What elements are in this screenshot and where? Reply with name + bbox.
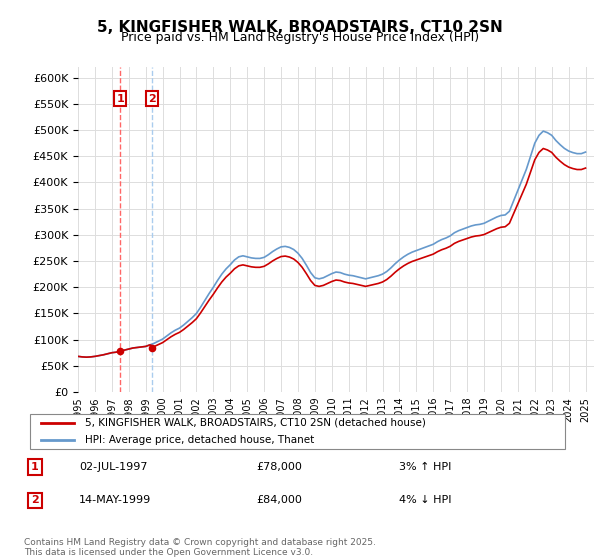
Text: 2: 2 <box>31 496 39 506</box>
FancyBboxPatch shape <box>29 414 565 449</box>
Text: 5, KINGFISHER WALK, BROADSTAIRS, CT10 2SN (detached house): 5, KINGFISHER WALK, BROADSTAIRS, CT10 2S… <box>85 418 425 428</box>
Text: £84,000: £84,000 <box>256 496 302 506</box>
Text: Contains HM Land Registry data © Crown copyright and database right 2025.
This d: Contains HM Land Registry data © Crown c… <box>24 538 376 557</box>
Point <box>147 343 157 352</box>
Text: 2: 2 <box>148 94 156 104</box>
Text: 14-MAY-1999: 14-MAY-1999 <box>79 496 151 506</box>
Text: 4% ↓ HPI: 4% ↓ HPI <box>400 496 452 506</box>
Text: HPI: Average price, detached house, Thanet: HPI: Average price, detached house, Than… <box>85 435 314 445</box>
Text: 5, KINGFISHER WALK, BROADSTAIRS, CT10 2SN: 5, KINGFISHER WALK, BROADSTAIRS, CT10 2S… <box>97 20 503 35</box>
Text: 1: 1 <box>31 462 39 472</box>
Point <box>115 347 125 356</box>
Text: 1: 1 <box>116 94 124 104</box>
Text: £78,000: £78,000 <box>256 462 302 472</box>
Text: 02-JUL-1997: 02-JUL-1997 <box>79 462 148 472</box>
Text: Price paid vs. HM Land Registry's House Price Index (HPI): Price paid vs. HM Land Registry's House … <box>121 31 479 44</box>
Text: 3% ↑ HPI: 3% ↑ HPI <box>400 462 452 472</box>
